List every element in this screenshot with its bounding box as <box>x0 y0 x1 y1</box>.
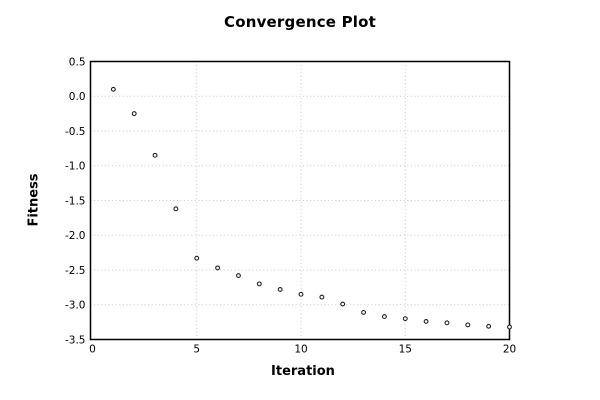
data-point <box>507 324 512 330</box>
data-point <box>131 111 137 117</box>
data-point <box>215 265 221 271</box>
x-tick-label: 15 <box>399 344 412 356</box>
data-point <box>152 152 158 158</box>
data-point <box>110 86 116 92</box>
plot-border <box>89 60 511 341</box>
x-tick-label: 10 <box>294 344 307 356</box>
x-tick-label: 0 <box>89 344 96 356</box>
data-point <box>173 206 179 212</box>
x-tick-label: 20 <box>503 344 516 356</box>
y-tick-label: 0.5 <box>69 56 86 68</box>
data-point <box>194 255 200 261</box>
data-point <box>423 318 429 324</box>
data-point <box>465 322 471 328</box>
data-point <box>381 314 387 320</box>
y-tick-label: -2.5 <box>65 265 86 277</box>
data-point <box>486 323 492 329</box>
y-tick-label: -1.0 <box>65 161 86 173</box>
x-axis-label: Iteration <box>271 364 335 379</box>
data-point <box>402 316 408 322</box>
data-point <box>298 291 304 297</box>
y-tick-label: -3.5 <box>65 334 86 346</box>
y-tick-label: -2.0 <box>65 230 86 242</box>
y-tick-label: -0.5 <box>65 126 86 138</box>
y-tick-label: -1.5 <box>65 195 86 207</box>
data-point <box>340 301 346 307</box>
y-tick-label: 0.0 <box>69 91 86 103</box>
data-point <box>277 287 283 292</box>
y-tick-label: -3.0 <box>65 300 86 312</box>
data-point <box>361 309 366 315</box>
data-point <box>256 281 262 287</box>
x-tick-label: 5 <box>193 344 200 356</box>
data-point <box>444 320 450 326</box>
data-point <box>319 294 325 300</box>
data-point <box>236 273 241 279</box>
chart-title: Convergence Plot <box>223 13 377 31</box>
